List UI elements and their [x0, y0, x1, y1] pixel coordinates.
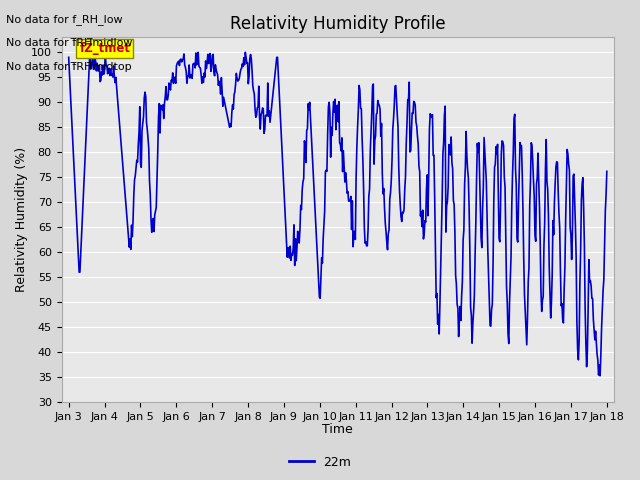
Text: No data for f_RH_low: No data for f_RH_low: [6, 14, 123, 25]
Text: No data for f̅RH̅midlow: No data for f̅RH̅midlow: [6, 38, 133, 48]
X-axis label: Time: Time: [323, 423, 353, 436]
Text: No data for f̅RH̅midtop: No data for f̅RH̅midtop: [6, 62, 132, 72]
Y-axis label: Relativity Humidity (%): Relativity Humidity (%): [15, 147, 28, 292]
Text: fZ_tmet: fZ_tmet: [79, 42, 131, 55]
Title: Relativity Humidity Profile: Relativity Humidity Profile: [230, 15, 445, 33]
Legend: 22m: 22m: [284, 451, 356, 474]
